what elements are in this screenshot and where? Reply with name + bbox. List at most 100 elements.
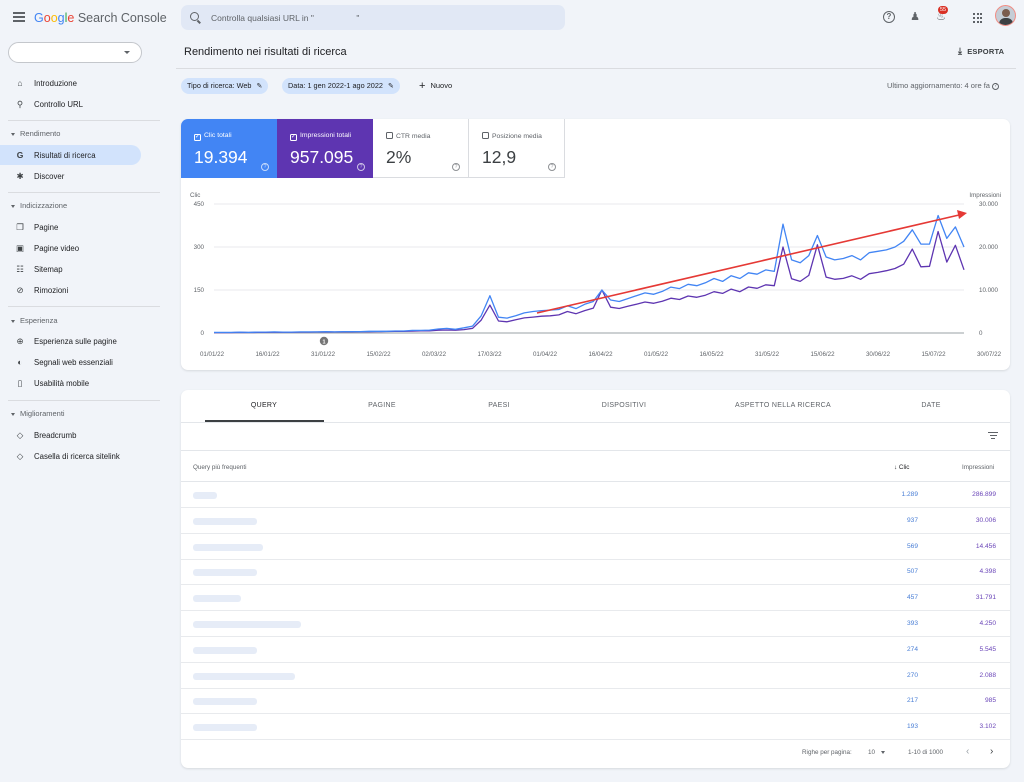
query-text-redacted[interactable] [193, 492, 217, 499]
metric-total-impressions[interactable]: ✓ Impressioni totali 957.095 ? [277, 119, 373, 178]
property-selector[interactable] [8, 42, 142, 63]
bell-icon[interactable]: ♨ [936, 11, 946, 23]
metric-average-position[interactable]: Posizione media 12,9 ? [469, 119, 565, 178]
table-row[interactable]: 507 4.398 [181, 559, 1010, 586]
table-row[interactable]: 193 3.102 [181, 714, 1010, 741]
table-row[interactable]: 393 4.250 [181, 611, 1010, 637]
sidebar-item-pagine[interactable]: ❐ Pagine [0, 217, 141, 237]
menu-icon[interactable] [13, 12, 25, 22]
manage-users-icon[interactable]: ♟ [910, 11, 920, 23]
checkbox-checked-icon[interactable]: ✓ [194, 134, 201, 141]
notification-badge: 55 [938, 6, 949, 14]
avatar[interactable] [995, 5, 1016, 26]
sidebar-item-label: Introduzione [34, 78, 77, 88]
help-icon[interactable]: ? [883, 11, 895, 23]
chevron-down-icon [11, 132, 15, 136]
help-icon[interactable]: ? [548, 163, 556, 171]
column-header-query[interactable]: Query più frequenti [193, 464, 247, 471]
sidebar-item-pagine-video[interactable]: ▣ Pagine video [0, 238, 141, 258]
filter-chip-search-type[interactable]: Tipo di ricerca: Web ✎ [181, 78, 269, 94]
sidebar-item-usabilita-mobile[interactable]: ▯ Usabilità mobile [0, 373, 141, 393]
app-logo[interactable]: Google Search Console [34, 11, 167, 25]
table-row[interactable]: 457 31.791 [181, 585, 1010, 612]
sidebar-item-esperienza-pagine[interactable]: ⊕ Esperienza sulle pagine [0, 331, 141, 351]
y-tick-right: 30.000 [979, 201, 998, 208]
sidebar-section-indicizzazione[interactable]: Indicizzazione [11, 201, 67, 210]
filter-chip-date[interactable]: Data: 1 gen 2022-1 ago 2022 ✎ [282, 78, 400, 94]
table-row[interactable]: 217 985 [181, 688, 1010, 715]
table-row[interactable]: 569 14.456 [181, 534, 1010, 560]
sidebar-item-segnali-web[interactable]: ◐ Segnali web essenziali [0, 352, 141, 372]
tab-aspetto-ricerca[interactable]: ASPETTO NELLA RICERCA [734, 402, 832, 409]
search-icon: ⚲ [16, 99, 24, 109]
row-impressions: 4.398 [979, 568, 996, 576]
row-impressions: 985 [984, 697, 996, 705]
help-icon[interactable]: ? [357, 163, 365, 171]
apps-grid-icon[interactable] [973, 13, 983, 23]
sidebar-item-introduzione[interactable]: ⌂ Introduzione [0, 73, 141, 93]
asterisk-icon: ✱ [16, 171, 24, 181]
search-input[interactable] [211, 10, 541, 25]
sidebar-item-label: Pagine [34, 222, 59, 232]
performance-chart[interactable]: Clic Impressioni 450 30.000 300 20.000 150 10.0… [181, 119, 1010, 370]
sidebar-item-rimozioni[interactable]: ⊘ Rimozioni [0, 280, 141, 300]
last-update-text: Ultimo aggiornamento: 4 ore fa [887, 81, 990, 90]
pencil-icon: ✎ [256, 83, 263, 90]
clicks-series-line [214, 214, 965, 334]
sidebar-section-esperienza[interactable]: Esperienza [11, 316, 58, 325]
sidebar-item-breadcrumb[interactable]: ◇ Breadcrumb [0, 425, 141, 445]
help-icon[interactable]: ? [261, 163, 269, 171]
layers-icon: ◇ [16, 430, 24, 440]
active-tab-indicator [205, 420, 324, 422]
query-text-redacted[interactable] [193, 543, 263, 551]
layers-icon: ◇ [16, 451, 24, 461]
table-row[interactable]: 270 2.088 [181, 663, 1010, 689]
column-header-impressions[interactable]: Impressioni [962, 464, 995, 471]
help-icon[interactable]: ? [452, 163, 460, 171]
sidebar-section-rendimento[interactable]: Rendimento [11, 129, 60, 138]
sidebar-item-controllo-url[interactable]: ⚲ Controllo URL [0, 94, 141, 114]
column-header-clicks[interactable]: ↓ Clic [894, 464, 909, 471]
query-text-redacted[interactable] [193, 724, 257, 732]
export-button[interactable]: ⤓ ESPORTA [958, 46, 1004, 57]
new-filter-button[interactable]: + Nuovo [419, 80, 452, 92]
table-row[interactable]: 937 30.006 [181, 508, 1010, 534]
tab-dispositivi[interactable]: DISPOSITIVI [601, 402, 647, 409]
table-row[interactable]: 1.289 286.899 [181, 482, 1010, 508]
tab-date[interactable]: DATE [921, 402, 941, 409]
pagination-range: 1-10 di 1000 [908, 749, 944, 756]
url-inspection-search[interactable] [181, 5, 565, 30]
sidebar-item-risultati-di-ricerca[interactable]: G Risultati di ricerca [0, 145, 141, 165]
tab-query[interactable]: QUERY [250, 402, 278, 409]
checkbox-unchecked-icon[interactable] [482, 132, 489, 139]
query-text-redacted[interactable] [193, 672, 295, 680]
y-tick-left: 0 [201, 330, 205, 337]
tab-paesi[interactable]: PAESI [488, 402, 510, 409]
checkbox-checked-icon[interactable]: ✓ [290, 134, 297, 141]
x-tick: 16/05/22 [699, 351, 724, 358]
table-row[interactable]: 274 5.545 [181, 637, 1010, 663]
metric-average-ctr[interactable]: CTR media 2% ? [373, 119, 469, 178]
export-label: ESPORTA [967, 47, 1005, 56]
checkbox-unchecked-icon[interactable] [386, 132, 393, 139]
sidebar-item-discover[interactable]: ✱ Discover [0, 166, 141, 186]
sidebar-item-casella-sitelink[interactable]: ◇ Casella di ricerca sitelink [0, 446, 141, 466]
query-text-redacted[interactable] [193, 646, 257, 654]
sidebar-section-miglioramenti[interactable]: Miglioramenti [11, 409, 65, 418]
tab-pagine[interactable]: PAGINE [368, 402, 396, 409]
query-text-redacted[interactable] [193, 517, 257, 525]
help-icon[interactable]: ? [991, 82, 999, 90]
rows-per-page-select[interactable]: 10 [868, 749, 886, 756]
x-tick: 01/04/22 [533, 351, 558, 358]
chevron-left-icon[interactable]: ‹ [966, 746, 970, 757]
query-text-redacted[interactable] [193, 595, 241, 603]
metric-total-clicks[interactable]: ✓ Clic totali 19.394 ? [181, 119, 277, 178]
filter-icon[interactable] [988, 432, 998, 440]
chevron-right-icon[interactable]: › [990, 746, 994, 757]
google-g-icon: G [16, 150, 24, 160]
query-text-redacted[interactable] [193, 698, 257, 706]
query-text-redacted[interactable] [193, 621, 301, 628]
toolbar-divider [181, 450, 1010, 451]
sidebar-item-sitemap[interactable]: ☷ Sitemap [0, 259, 141, 279]
query-text-redacted[interactable] [193, 569, 257, 577]
